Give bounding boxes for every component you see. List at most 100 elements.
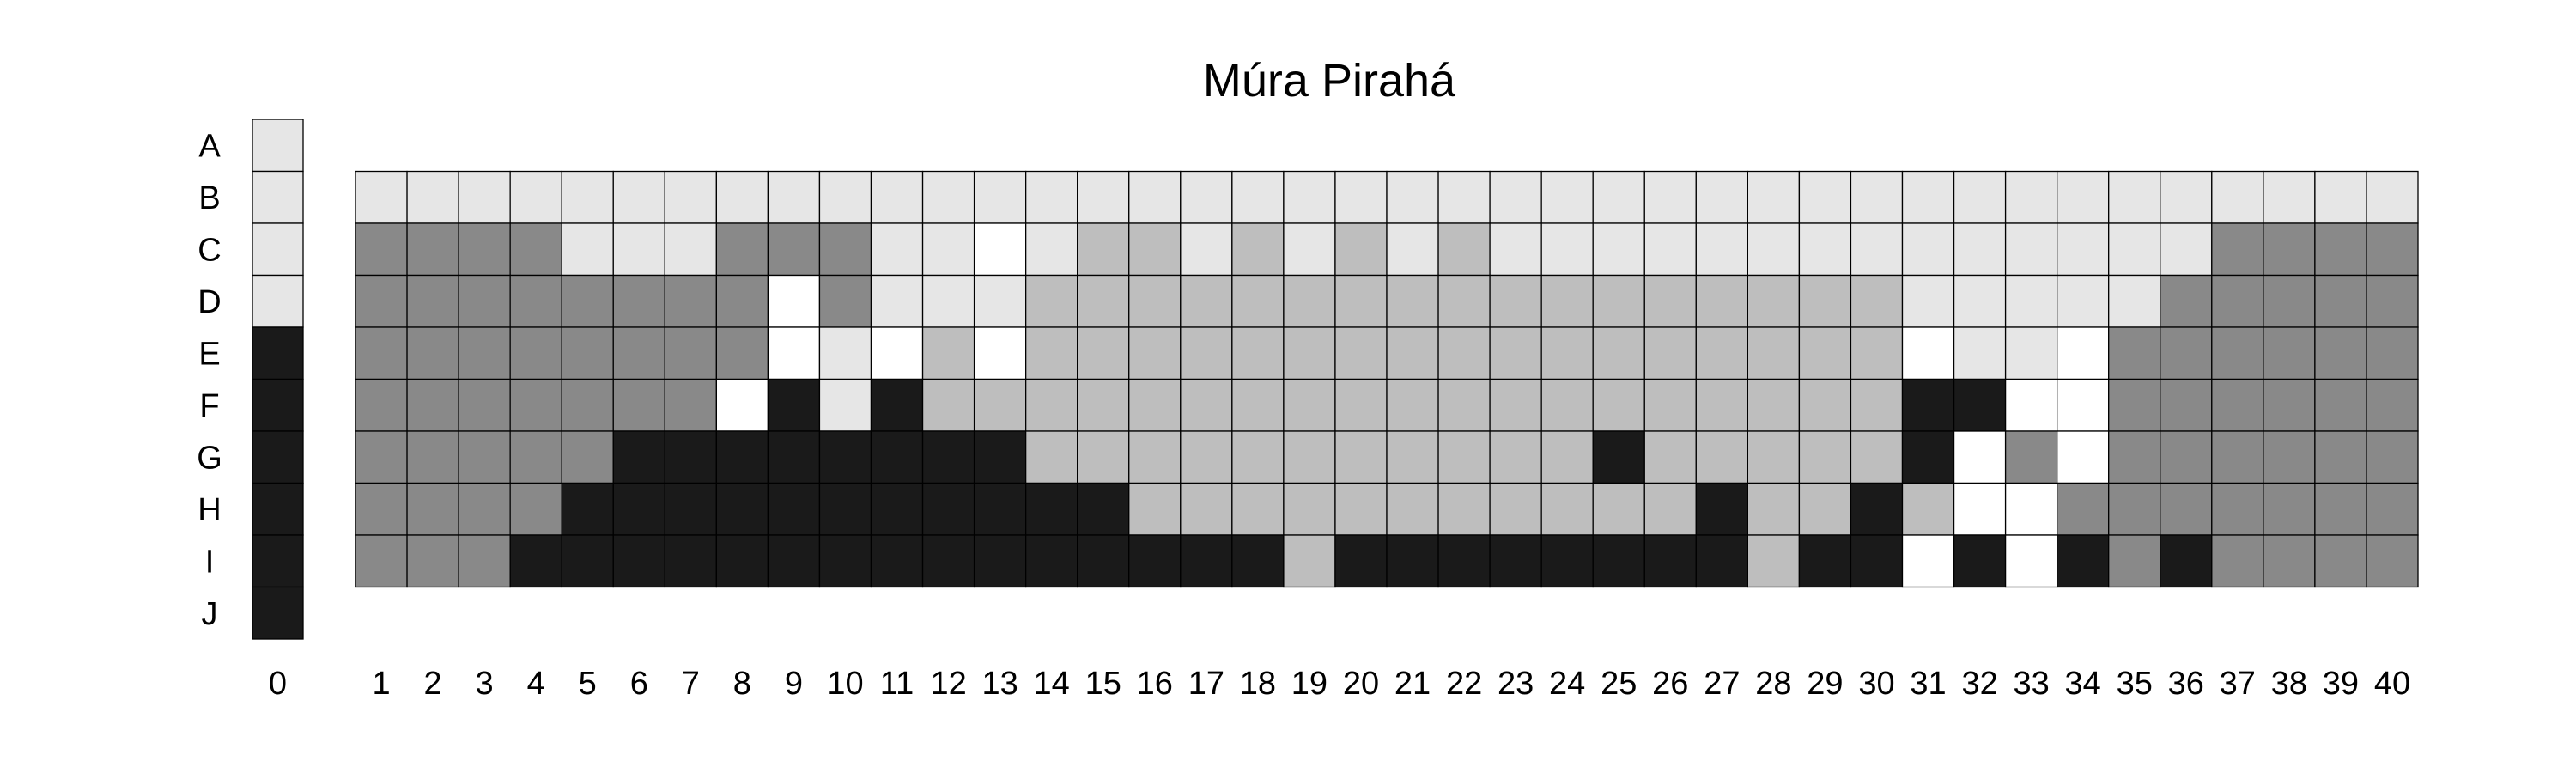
- grid-cell-e-27: [1695, 326, 1749, 380]
- grid-cell-g-12: [921, 430, 975, 484]
- grid-cell-d-27: [1695, 274, 1749, 328]
- grid-cell-b-40: [2366, 170, 2419, 224]
- grid-cell-h-30: [1850, 482, 1904, 536]
- grid-cell-i-19: [1283, 534, 1336, 588]
- grid-cell-h-15: [1077, 482, 1130, 536]
- grid-cell-b-31: [1901, 170, 1955, 224]
- grid-cell-e-2: [406, 326, 459, 380]
- grid-cell-e-16: [1128, 326, 1182, 380]
- grid-cell-d-19: [1283, 274, 1336, 328]
- grid-cell-i-20: [1334, 534, 1388, 588]
- grid-cell-d-22: [1437, 274, 1491, 328]
- grid-cell-h-8: [715, 482, 769, 536]
- ref-cell-c: [252, 222, 304, 277]
- grid-cell-f-36: [2160, 378, 2213, 432]
- grid-cell-e-8: [715, 326, 769, 380]
- grid-cell-b-39: [2314, 170, 2367, 224]
- grid-cell-c-29: [1798, 222, 1852, 277]
- grid-cell-g-24: [1540, 430, 1594, 484]
- grid-cell-b-33: [2004, 170, 2058, 224]
- grid-cell-i-6: [612, 534, 665, 588]
- grid-cell-e-36: [2160, 326, 2213, 380]
- grid-cell-d-9: [767, 274, 821, 328]
- grid-cell-f-30: [1850, 378, 1904, 432]
- grid-cell-c-16: [1128, 222, 1182, 277]
- grid-cell-c-21: [1386, 222, 1439, 277]
- grid-cell-g-16: [1128, 430, 1182, 484]
- grid-cell-c-17: [1180, 222, 1233, 277]
- column-label-8: 8: [733, 666, 751, 702]
- column-label-27: 27: [1704, 666, 1740, 702]
- grid-cell-b-24: [1540, 170, 1594, 224]
- grid-cell-f-31: [1901, 378, 1955, 432]
- grid-cell-g-35: [2108, 430, 2161, 484]
- grid-cell-e-31: [1901, 326, 1955, 380]
- grid-cell-g-32: [1953, 430, 2007, 484]
- grid-cell-d-13: [973, 274, 1027, 328]
- grid-cell-b-30: [1850, 170, 1904, 224]
- grid-cell-g-31: [1901, 430, 1955, 484]
- grid-cell-i-30: [1850, 534, 1904, 588]
- grid-cell-e-28: [1747, 326, 1801, 380]
- grid-cell-h-32: [1953, 482, 2007, 536]
- grid-cell-b-16: [1128, 170, 1182, 224]
- column-label-29: 29: [1807, 666, 1843, 702]
- grid-cell-i-33: [2004, 534, 2058, 588]
- grid-cell-d-4: [509, 274, 562, 328]
- grid-cell-f-35: [2108, 378, 2161, 432]
- grid-cell-c-5: [561, 222, 614, 277]
- row-label-j: J: [202, 596, 218, 632]
- grid-cell-h-21: [1386, 482, 1439, 536]
- grid-cell-h-31: [1901, 482, 1955, 536]
- grid-cell-e-9: [767, 326, 821, 380]
- grid-cell-i-9: [767, 534, 821, 588]
- grid-cell-d-23: [1489, 274, 1542, 328]
- grid-cell-d-21: [1386, 274, 1439, 328]
- grid-cell-c-38: [2263, 222, 2316, 277]
- grid-cell-c-19: [1283, 222, 1336, 277]
- grid-cell-e-20: [1334, 326, 1388, 380]
- grid-cell-i-7: [664, 534, 717, 588]
- grid-cell-f-13: [973, 378, 1027, 432]
- grid-cell-i-35: [2108, 534, 2161, 588]
- column-label-28: 28: [1755, 666, 1791, 702]
- grid-cell-c-15: [1077, 222, 1130, 277]
- grid-cell-g-22: [1437, 430, 1491, 484]
- grid-cell-c-18: [1231, 222, 1285, 277]
- grid-cell-g-39: [2314, 430, 2367, 484]
- grid-cell-e-30: [1850, 326, 1904, 380]
- grid-cell-f-11: [870, 378, 924, 432]
- grid-cell-d-17: [1180, 274, 1233, 328]
- ref-cell-b: [252, 170, 304, 224]
- grid-cell-i-17: [1180, 534, 1233, 588]
- grid-cell-i-23: [1489, 534, 1542, 588]
- grid-cell-g-20: [1334, 430, 1388, 484]
- grid-cell-i-34: [2056, 534, 2110, 588]
- grid-cell-c-10: [818, 222, 872, 277]
- grid-cell-c-22: [1437, 222, 1491, 277]
- grid-cell-c-7: [664, 222, 717, 277]
- grid-cell-b-5: [561, 170, 614, 224]
- grid-cell-g-9: [767, 430, 821, 484]
- column-label-3: 3: [476, 666, 494, 702]
- grid-cell-f-14: [1025, 378, 1078, 432]
- grid-cell-c-40: [2366, 222, 2419, 277]
- grid-cell-i-27: [1695, 534, 1749, 588]
- grid-cell-e-35: [2108, 326, 2161, 380]
- column-label-20: 20: [1343, 666, 1379, 702]
- grid-cell-h-14: [1025, 482, 1078, 536]
- grid-cell-g-15: [1077, 430, 1130, 484]
- reference-column: [252, 119, 304, 640]
- grid-cell-g-17: [1180, 430, 1233, 484]
- row-label-h: H: [197, 492, 221, 528]
- grid-cell-d-3: [458, 274, 511, 328]
- grid-cell-f-5: [561, 378, 614, 432]
- grid-cell-b-23: [1489, 170, 1542, 224]
- grid-cell-e-25: [1592, 326, 1645, 380]
- grid-cell-f-18: [1231, 378, 1285, 432]
- grid-cell-f-28: [1747, 378, 1801, 432]
- grid-cell-g-1: [355, 430, 408, 484]
- grid-cell-i-14: [1025, 534, 1078, 588]
- grid-cell-e-29: [1798, 326, 1852, 380]
- grid-cell-g-5: [561, 430, 614, 484]
